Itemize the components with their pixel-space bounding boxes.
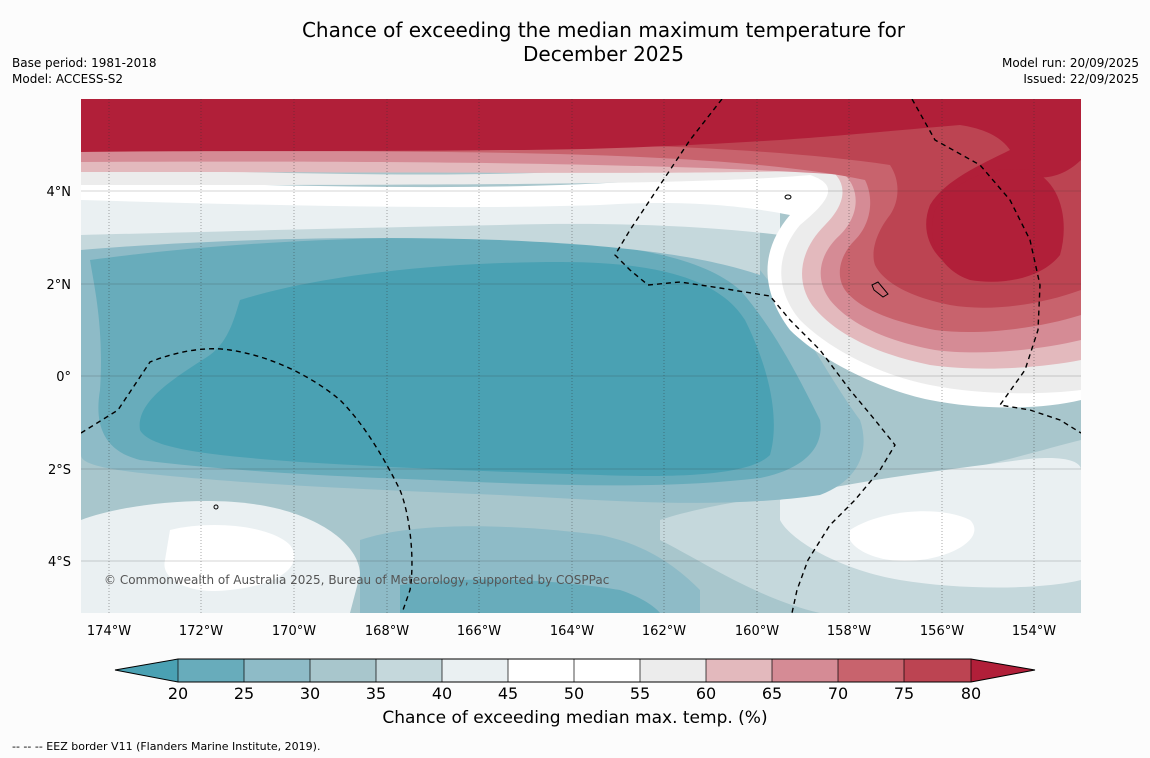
field-below-20 (139, 262, 774, 476)
colorbar-tick: 30 (300, 684, 320, 703)
colorbar-arrow-above (971, 659, 1035, 682)
colorbar-tick: 35 (366, 684, 386, 703)
lon-label: 172°W (179, 624, 223, 639)
colorbar-segment (310, 659, 376, 682)
colorbar-tick: 55 (630, 684, 650, 703)
colorbar-segment (574, 659, 640, 682)
field-above-80 (81, 99, 1081, 282)
field-above-80-east (931, 169, 1064, 282)
lat-label: 4°S (48, 555, 71, 570)
colorbar: 20 25 30 35 40 45 50 55 60 65 70 75 80 (114, 658, 1036, 703)
map-plot-area: © Commonwealth of Australia 2025, Bureau… (81, 99, 1081, 613)
colorbar-ticks: 20 25 30 35 40 45 50 55 60 65 70 75 80 (168, 684, 981, 703)
map-title: Chance of exceeding the median maximum t… (0, 18, 1150, 66)
field-60-65 (81, 105, 1081, 369)
colorbar-segment (244, 659, 310, 682)
field-south-west-white (164, 525, 295, 591)
title-line-1: Chance of exceeding the median maximum t… (301, 18, 906, 42)
colorbar-segment (772, 659, 838, 682)
lat-label: 0° (56, 370, 71, 385)
lon-label: 156°W (920, 624, 964, 639)
lon-label: 174°W (87, 624, 131, 639)
colorbar-segment (706, 659, 772, 682)
colorbar-dividers (177, 659, 972, 682)
lon-label: 154°W (1012, 624, 1056, 639)
colorbar-tick: 70 (828, 684, 848, 703)
lat-label: 2°N (47, 278, 72, 293)
copyright-text: © Commonwealth of Australia 2025, Bureau… (104, 573, 609, 587)
colorbar-arrow-below (115, 659, 178, 682)
meta-right: Model run: 20/09/2025 Issued: 22/09/2025 (1002, 55, 1139, 87)
colorbar-tick: 20 (168, 684, 188, 703)
island-outline-3 (213, 504, 219, 510)
footer-note: -- -- -- EEZ border V11 (Flanders Marine… (12, 740, 321, 753)
colorbar-segment (442, 659, 508, 682)
lon-label: 162°W (642, 624, 686, 639)
field-75-80 (81, 99, 1081, 308)
lat-labels: 4°N 2°N 0° 2°S 4°S (47, 185, 72, 570)
model-run: Model run: 20/09/2025 (1001, 56, 1139, 70)
colorbar-tick: 25 (234, 684, 254, 703)
field-south-east-white (850, 511, 975, 561)
title-line-2: December 2025 (523, 42, 684, 66)
colorbar-tick: 50 (564, 684, 584, 703)
colorbar-segment (508, 659, 574, 682)
lon-label: 164°W (550, 624, 594, 639)
colorbar-tick: 65 (762, 684, 782, 703)
colorbar-tick: 40 (432, 684, 452, 703)
colorbar-tick: 80 (961, 684, 981, 703)
colorbar-segment (376, 659, 442, 682)
issued-date: Issued: 22/09/2025 (1023, 72, 1139, 86)
lon-label: 158°W (827, 624, 871, 639)
colorbar-label: Chance of exceeding median max. temp. (%… (382, 708, 768, 728)
eez-border-central (614, 99, 896, 613)
colorbar-tick: 45 (498, 684, 518, 703)
lon-label: 160°W (735, 624, 779, 639)
colorbar-segment (904, 659, 971, 682)
island-outline (871, 281, 889, 298)
lat-label: 2°S (48, 463, 71, 478)
meta-left: Base period: 1981-2018 Model: ACCESS-S2 (12, 55, 157, 87)
field-south-band-dark (400, 579, 660, 613)
colorbar-segment (640, 659, 706, 682)
colorbar-segment (178, 659, 244, 682)
model-name: Model: ACCESS-S2 (12, 72, 124, 86)
colorbar-tick: 60 (696, 684, 716, 703)
island-outline-2 (784, 194, 792, 200)
lat-label: 4°N (47, 185, 72, 200)
colorbar-tick: 75 (894, 684, 914, 703)
lon-label: 170°W (272, 624, 316, 639)
lon-label: 168°W (365, 624, 409, 639)
colorbar-segment (838, 659, 904, 682)
base-period: Base period: 1981-2018 (12, 56, 157, 70)
lon-label: 166°W (457, 624, 501, 639)
lon-labels: 174°W 172°W 170°W 168°W 166°W 164°W 162°… (87, 624, 1056, 639)
gridlines (81, 99, 1081, 613)
